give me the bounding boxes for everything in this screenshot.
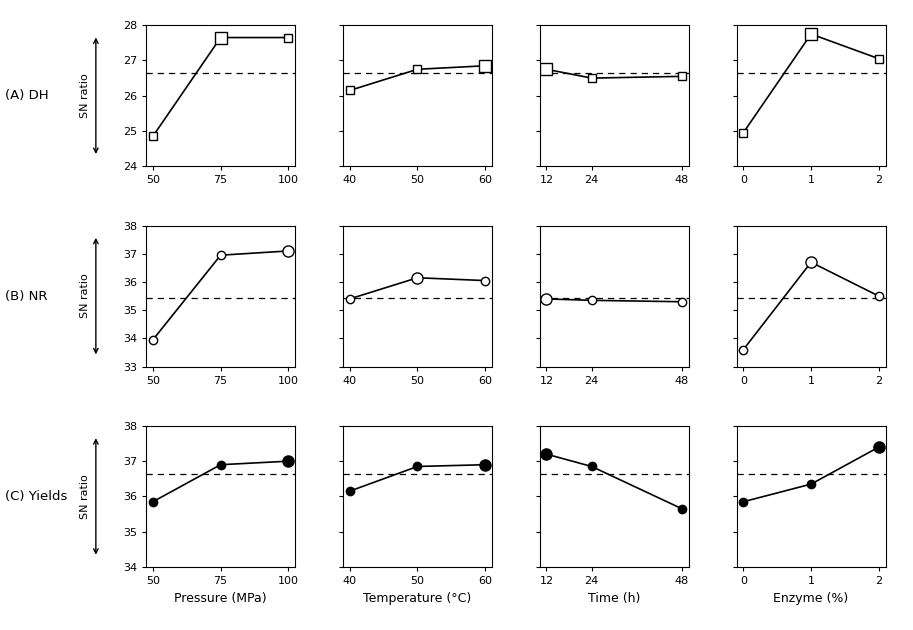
X-axis label: Time (h): Time (h) xyxy=(588,592,640,605)
Text: (C) Yields: (C) Yields xyxy=(5,490,67,503)
Text: (A) DH: (A) DH xyxy=(5,89,48,102)
X-axis label: Temperature (°C): Temperature (°C) xyxy=(363,592,472,605)
Text: (B) NR: (B) NR xyxy=(5,290,47,302)
X-axis label: Enzyme (%): Enzyme (%) xyxy=(773,592,849,605)
Text: SN ratio: SN ratio xyxy=(80,273,89,319)
Text: SN ratio: SN ratio xyxy=(80,474,89,519)
Text: SN ratio: SN ratio xyxy=(80,73,89,118)
X-axis label: Pressure (MPa): Pressure (MPa) xyxy=(174,592,267,605)
